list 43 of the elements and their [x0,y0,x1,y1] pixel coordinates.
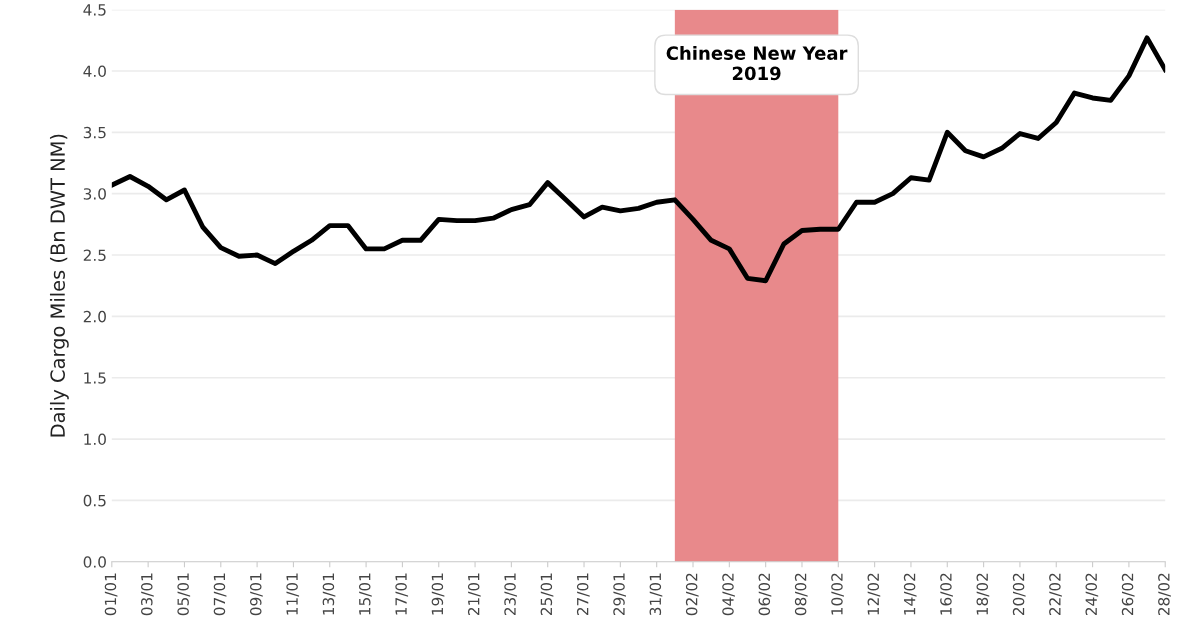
line-series [111,35,1166,284]
x-tick-label: 23/01 [504,573,518,616]
x-tick-label: 24/02 [1085,573,1099,616]
x-tick-label: 25/01 [540,573,554,616]
x-tick-label: 19/01 [431,573,445,615]
x-tick-label: 29/01 [613,573,626,616]
x-tick-label: 21/01 [467,573,481,616]
x-tick-label: 12/02 [867,573,881,615]
x-tick-label: 18/02 [976,573,990,615]
x-tick-label: 14/02 [903,573,917,615]
y-tick-label: 4.5 [83,4,106,16]
x-tick-label: 03/01 [141,573,154,616]
y-axis-title: Daily Cargo Miles (Bn DWT NM) [49,134,69,437]
y-tick-label: 0.0 [83,556,106,568]
x-tick-label: 07/01 [213,573,227,616]
y-tick-label: 3.0 [83,188,106,200]
x-tick-label: 10/02 [831,573,844,615]
x-tick-label: 05/01 [177,573,191,616]
x-tick-label: 09/01 [249,573,263,616]
x-tick-label: 27/01 [576,573,590,616]
x-tick-label: 01/01 [104,573,118,616]
y-tick-label: 4.0 [83,65,106,77]
x-tick-label: 04/02 [722,573,735,616]
x-tick-label: 13/01 [322,573,336,615]
y-tick-label: 1.0 [84,433,106,446]
y-tick-label: 2.0 [83,310,106,323]
x-tick-label: 06/02 [758,573,772,616]
x-tick-label: 26/02 [1121,573,1135,616]
x-tick-label: 28/02 [1158,573,1171,616]
x-tick-label: 22/02 [1049,573,1062,616]
x-tick-label: 08/02 [794,573,808,616]
y-tick-label: 3.5 [83,126,106,139]
x-tick-label: 20/02 [1012,573,1026,616]
y-tick-label: 1.5 [84,372,106,384]
x-tick-label: 15/01 [358,573,372,615]
x-tick-label: 02/02 [685,573,699,616]
x-tick-label: 16/02 [940,573,953,615]
y-tick-label: 2.5 [83,249,106,262]
band-label: Chinese New Year 2019 [666,46,848,81]
y-tick-label: 0.5 [83,494,106,507]
x-tick-label: 17/01 [395,573,409,615]
x-tick-label: 31/01 [649,573,663,616]
x-tick-label: 11/01 [286,573,300,615]
